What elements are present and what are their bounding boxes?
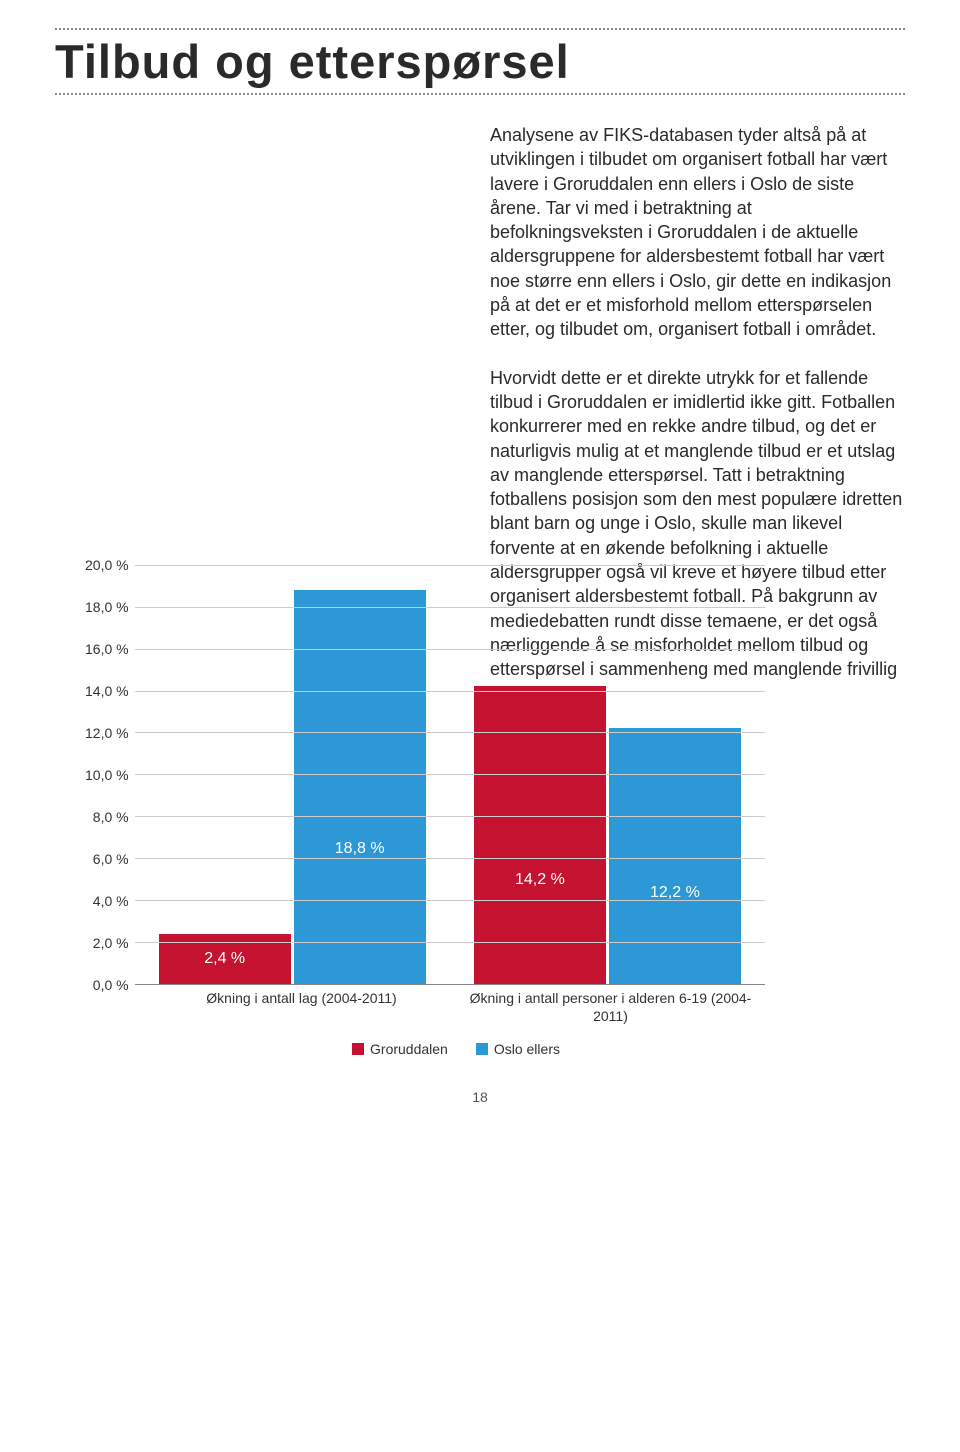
x-axis-label: Økning i antall personer i alderen 6-19 … — [456, 989, 765, 1025]
gridline — [135, 816, 765, 817]
gridline — [135, 900, 765, 901]
plot-area: 2,4 % 18,8 % 14,2 % 12,2 % — [135, 565, 765, 985]
chart-area: 20,0 %18,0 %16,0 %14,0 %12,0 %10,0 %8,0 … — [85, 565, 765, 985]
gridline — [135, 942, 765, 943]
gridline — [135, 649, 765, 650]
gridline — [135, 565, 765, 566]
legend-item: Oslo ellers — [476, 1041, 560, 1057]
legend-label: Oslo ellers — [494, 1041, 560, 1057]
x-axis-labels: Økning i antall lag (2004-2011)Økning i … — [85, 989, 765, 1025]
legend-swatch — [476, 1043, 488, 1055]
legend-swatch — [352, 1043, 364, 1055]
x-axis-label: Økning i antall lag (2004-2011) — [147, 989, 456, 1025]
page-title: Tilbud og etterspørsel — [55, 34, 905, 89]
legend-label: Groruddalen — [370, 1041, 448, 1057]
bar: 14,2 % — [474, 686, 606, 983]
bar-value-label: 14,2 % — [515, 871, 565, 889]
legend-item: Groruddalen — [352, 1041, 448, 1057]
gridline — [135, 691, 765, 692]
gridline — [135, 774, 765, 775]
growth-chart: 20,0 %18,0 %16,0 %14,0 %12,0 %10,0 %8,0 … — [85, 565, 765, 1065]
gridline — [135, 858, 765, 859]
gridline — [135, 732, 765, 733]
bar-value-label: 2,4 % — [204, 950, 245, 968]
bar: 12,2 % — [609, 728, 741, 984]
paragraph-1: Analysene av FIKS-databasen tyder altså … — [490, 123, 905, 342]
y-axis: 20,0 %18,0 %16,0 %14,0 %12,0 %10,0 %8,0 … — [85, 565, 135, 985]
top-divider — [55, 28, 905, 30]
gridline — [135, 607, 765, 608]
legend: Groruddalen Oslo ellers — [85, 1041, 765, 1057]
bar-value-label: 18,8 % — [335, 840, 385, 858]
bottom-divider — [55, 93, 905, 95]
page-number: 18 — [55, 1089, 905, 1105]
